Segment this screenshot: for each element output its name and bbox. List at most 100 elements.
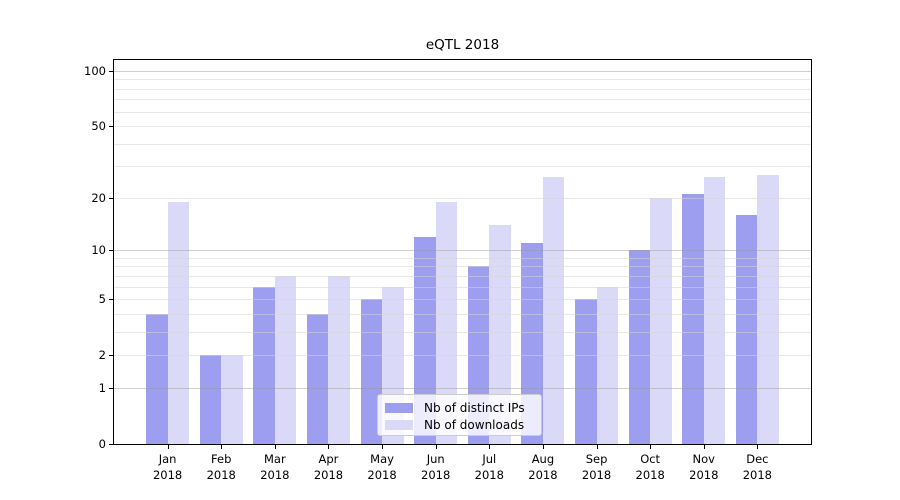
y-tick-label-0: 0: [98, 437, 106, 451]
bar-downloads-nov: [703, 177, 726, 444]
bar-ips-sep: [575, 299, 597, 444]
x-tick-label-may: May 2018: [350, 452, 414, 483]
x-tick-month: Jul: [482, 452, 497, 466]
bar-ips-may: [360, 299, 383, 444]
gridline-major-100: [114, 71, 811, 72]
x-tick-month: May: [370, 452, 394, 466]
bar-ips-mar: [253, 286, 275, 444]
bar-ips-nov: [682, 194, 704, 444]
y-tick-mark-50: [109, 126, 114, 127]
x-tick-month: Aug: [531, 452, 555, 466]
bar-ips-dec: [735, 214, 758, 444]
x-tick-year: 2018: [260, 467, 290, 482]
x-tick-mark-oct: [650, 445, 651, 449]
x-tick-mark-apr: [328, 445, 329, 449]
bar-downloads-aug: [542, 177, 565, 444]
x-tick-label-apr: Apr 2018: [296, 452, 360, 483]
x-tick-mark-nov: [704, 445, 705, 449]
x-tick-month: Jan: [158, 452, 177, 466]
x-tick-month: Apr: [318, 452, 339, 466]
y-tick-label-2: 2: [98, 348, 106, 363]
gridline-minor-2: [114, 355, 811, 356]
x-tick-label-jan: Jan 2018: [136, 452, 200, 483]
y-tick-label-5: 5: [98, 292, 106, 307]
y-tick-mark-20: [109, 198, 114, 199]
y-tick-mark-100: [109, 71, 114, 72]
bar-ips-apr: [306, 313, 329, 444]
gridline-major-1: [114, 388, 811, 389]
x-tick-mark-jul: [489, 445, 490, 449]
x-tick-month: Sep: [585, 452, 608, 466]
bar-downloads-feb: [221, 355, 243, 444]
gridline-minor-90: [114, 79, 811, 80]
legend-item-distinct-ips: Nb of distinct IPs: [385, 399, 535, 416]
legend-label-downloads: Nb of downloads: [424, 417, 525, 432]
bar-downloads-dec: [757, 174, 779, 444]
y-tick-label-10: 10: [91, 243, 106, 258]
x-tick-mark-may: [382, 445, 383, 449]
gridline-minor-70: [114, 99, 811, 100]
gridline-minor-9: [114, 258, 811, 259]
y-tick-label-50: 50: [91, 119, 106, 134]
legend: Nb of distinct IPs Nb of downloads: [377, 394, 542, 436]
bar-ips-jun: [414, 236, 436, 444]
bar-downloads-sep: [596, 286, 619, 444]
x-tick-year: 2018: [581, 467, 612, 482]
x-tick-label-feb: Feb 2018: [189, 452, 253, 483]
bar-downloads-jul: [489, 225, 511, 444]
x-tick-label-sep: Sep 2018: [565, 452, 629, 483]
bar-ips-feb: [199, 355, 222, 444]
x-tick-mark-dec: [757, 445, 758, 449]
gridline-minor-50: [114, 126, 811, 127]
x-tick-year: 2018: [528, 467, 558, 482]
gridline-minor-30: [114, 166, 811, 167]
x-tick-mark-sep: [597, 445, 598, 449]
gridline-minor-3: [114, 332, 811, 333]
x-tick-mark-mar: [275, 445, 276, 449]
x-tick-mark-feb: [221, 445, 222, 449]
x-tick-year: 2018: [152, 467, 183, 482]
x-tick-year: 2018: [206, 467, 236, 482]
x-tick-mark-aug: [543, 445, 544, 449]
x-tick-label-aug: Aug 2018: [511, 452, 575, 483]
gridline-minor-60: [114, 112, 811, 113]
y-tick-mark-10: [109, 250, 114, 251]
gridline-minor-8: [114, 266, 811, 267]
x-tick-month: Feb: [211, 452, 232, 466]
x-tick-year: 2018: [367, 467, 397, 482]
x-tick-year: 2018: [421, 467, 451, 482]
y-tick-label-100: 100: [84, 63, 106, 78]
bar-downloads-mar: [274, 275, 297, 444]
x-tick-month: Mar: [263, 452, 286, 466]
gridline-minor-5: [114, 299, 811, 300]
bar-ips-aug: [521, 243, 543, 444]
x-tick-month: Jun: [426, 452, 445, 466]
legend-label-distinct-ips: Nb of distinct IPs: [424, 400, 525, 415]
bar-ips-oct: [628, 250, 651, 444]
bar-downloads-apr: [328, 275, 350, 444]
x-tick-year: 2018: [313, 467, 344, 482]
gridline-major-10: [114, 250, 811, 251]
legend-swatch-distinct-ips: [385, 402, 413, 413]
x-tick-label-mar: Mar 2018: [243, 452, 307, 483]
plot-area: [113, 59, 812, 445]
x-tick-label-jun: Jun 2018: [404, 452, 468, 483]
gridline-minor-4: [114, 314, 811, 315]
x-tick-month: Oct: [640, 452, 661, 466]
x-tick-mark-jun: [436, 445, 437, 449]
legend-item-downloads: Nb of downloads: [385, 416, 535, 433]
y-tick-mark-1: [109, 388, 114, 389]
bar-downloads-jan: [167, 201, 190, 444]
x-tick-year: 2018: [689, 467, 719, 482]
bar-ips-jan: [146, 313, 168, 444]
chart-title: eQTL 2018: [425, 37, 500, 53]
x-tick-month: Nov: [692, 452, 715, 466]
y-tick-label-1: 1: [98, 380, 106, 395]
y-tick-mark-5: [109, 299, 114, 300]
legend-swatch-downloads: [385, 419, 413, 430]
gridline-minor-6: [114, 287, 811, 288]
y-tick-mark-0: [109, 444, 114, 445]
y-tick-label-20: 20: [91, 190, 106, 205]
x-tick-year: 2018: [474, 467, 504, 482]
x-tick-label-nov: Nov 2018: [672, 452, 736, 483]
